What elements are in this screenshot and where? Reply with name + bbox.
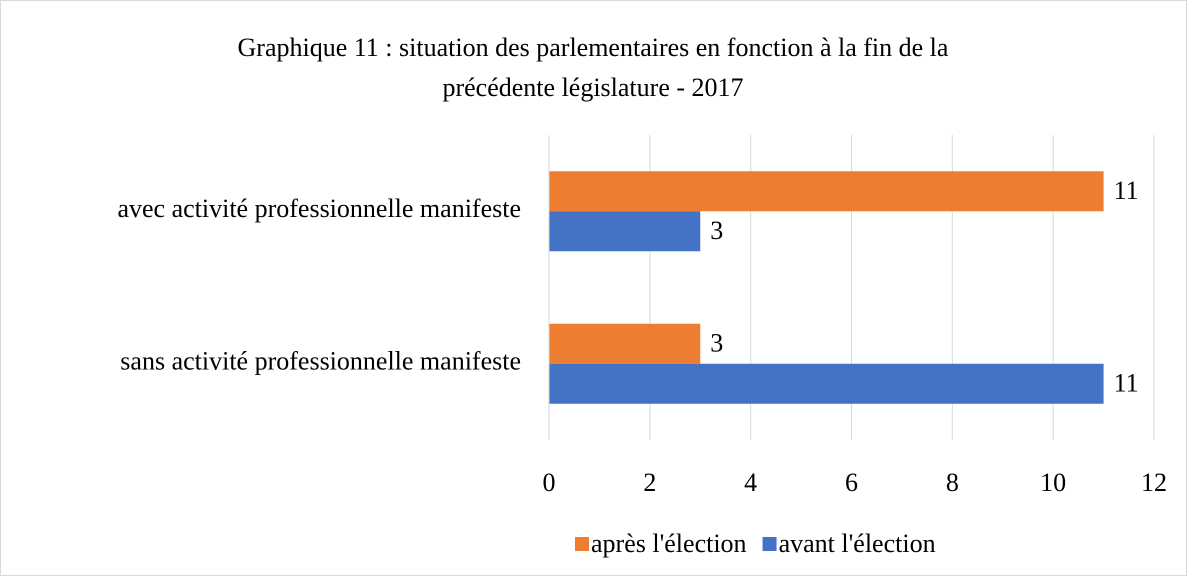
y-tick-label: avec activité professionnelle manifeste (117, 194, 521, 223)
x-tick-label: 12 (1141, 468, 1167, 497)
legend-label: avant l'élection (779, 529, 936, 558)
chart-title: précédente législature - 2017 (442, 73, 743, 102)
bar (549, 211, 701, 252)
x-tick-label: 6 (845, 468, 858, 497)
data-label: 3 (710, 216, 723, 245)
x-tick-label: 10 (1040, 468, 1066, 497)
data-label: 3 (710, 329, 723, 358)
chart-title: Graphique 11 : situation des parlementai… (238, 33, 949, 62)
bar (549, 323, 701, 364)
legend-label: après l'élection (591, 529, 747, 558)
legend-swatch (762, 537, 777, 551)
x-tick-label: 2 (643, 468, 656, 497)
x-tick-label: 0 (543, 468, 556, 497)
x-tick-label: 4 (744, 468, 757, 497)
legend-swatch (575, 537, 589, 551)
bar (549, 171, 1104, 212)
y-tick-label: sans activité professionnelle manifeste (120, 347, 521, 376)
bar (549, 363, 1104, 404)
data-label: 11 (1114, 176, 1139, 205)
x-tick-label: 8 (946, 468, 959, 497)
data-label: 11 (1114, 369, 1139, 398)
